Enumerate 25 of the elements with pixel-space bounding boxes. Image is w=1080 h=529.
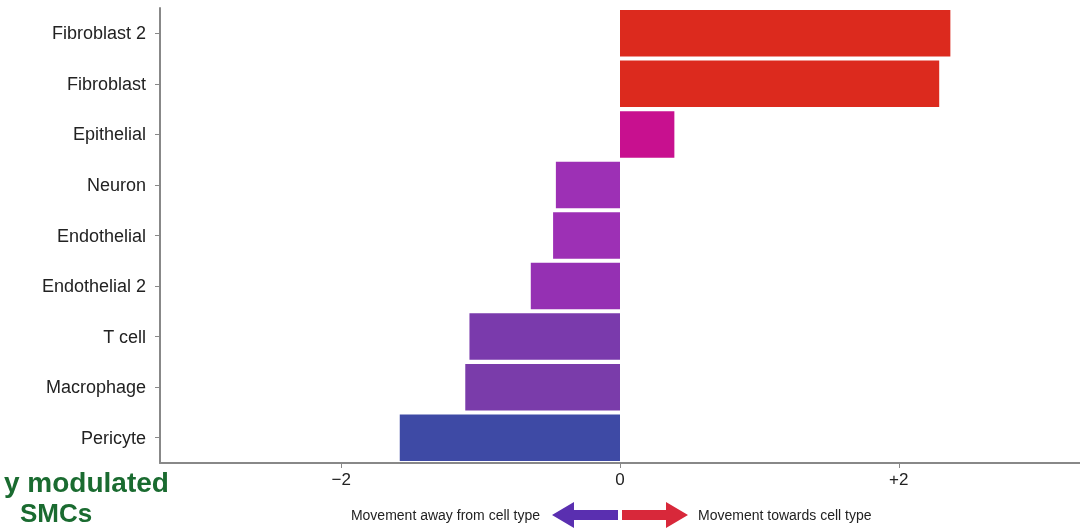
text: SMCs: [20, 498, 93, 528]
x-tick-label: +2: [889, 470, 909, 489]
y-tick-label: Fibroblast 2: [51, 23, 146, 44]
bar: [620, 111, 675, 158]
bar: [553, 212, 620, 259]
bar: [620, 10, 951, 57]
y-tick-label: Pericyte: [80, 427, 146, 448]
x-tick-label: −2: [331, 470, 351, 489]
bar: [465, 363, 620, 411]
y-tick-label: Endothelial: [56, 225, 146, 246]
bar: [620, 60, 940, 108]
y-tick-label: Neuron: [86, 174, 146, 195]
y-tick-label: Epithelial: [72, 124, 146, 145]
bar: [555, 161, 620, 209]
bar: [530, 262, 620, 310]
bar: [469, 313, 620, 360]
annotation: y modulated: [4, 467, 169, 498]
x-tick-label: 0: [615, 470, 625, 489]
y-tick-label: Macrophage: [45, 377, 146, 398]
y-tick-label: T cell: [103, 326, 146, 347]
bar: [399, 414, 620, 461]
y-tick-label: Fibroblast: [66, 73, 146, 94]
y-tick-label: Endothelial 2: [41, 276, 146, 297]
text: Movement towards cell type: [698, 507, 872, 523]
text: Movement away from cell type: [350, 507, 540, 523]
